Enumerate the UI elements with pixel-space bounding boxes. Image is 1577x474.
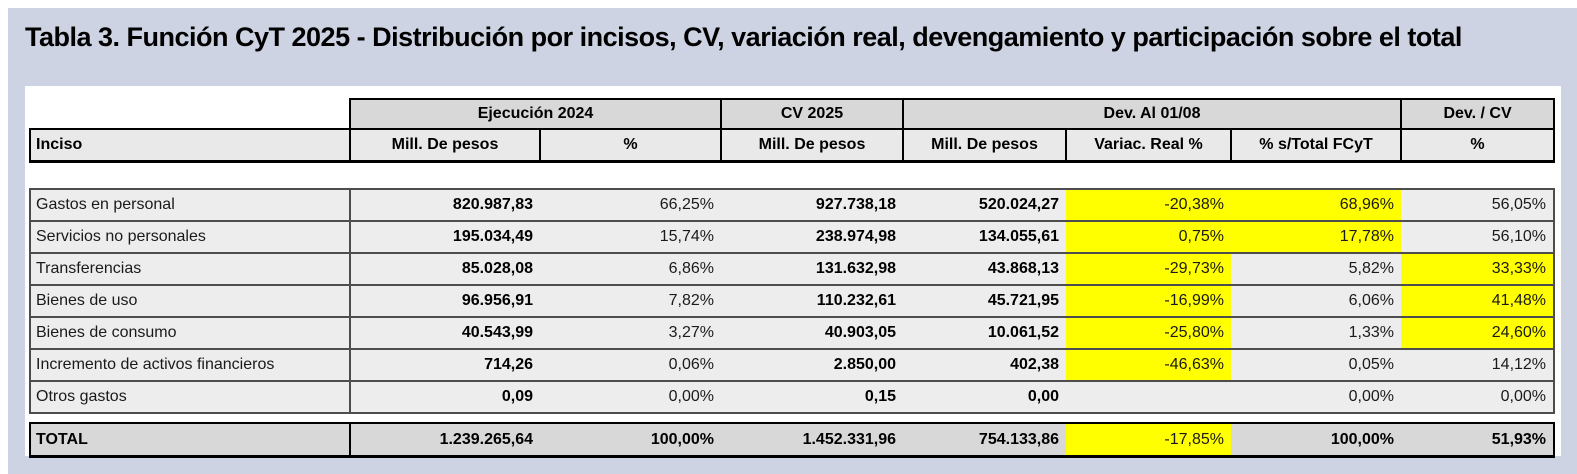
value-cell: [1066, 380, 1231, 414]
table-header: Ejecución 2024 CV 2025 Dev. Al 01/08 Dev…: [29, 98, 1556, 163]
value-cell: 1.452.331,96: [721, 422, 903, 458]
row-label: Incremento de activos financieros: [29, 348, 351, 382]
row-label: Bienes de consumo: [29, 316, 351, 350]
value-cell: 100,00%: [540, 422, 721, 458]
value-cell: 0,00%: [1231, 380, 1402, 414]
value-cell: 15,74%: [540, 220, 721, 254]
value-cell: -17,85%: [1066, 422, 1231, 458]
value-cell: 100,00%: [1231, 422, 1402, 458]
column-header-row: Inciso Mill. De pesos % Mill. De pesos M…: [29, 128, 1556, 163]
value-cell: 134.055,61: [903, 220, 1066, 254]
total-row: TOTAL 1.239.265,64 100,00% 1.452.331,96 754.…: [29, 422, 1556, 458]
value-cell: 43.868,13: [903, 252, 1066, 286]
total-label: TOTAL: [29, 422, 351, 458]
table-body: Gastos en personal 820.987,83 66,25% 927.73…: [29, 188, 1556, 414]
corner-cell: [30, 99, 350, 129]
table-row: Incremento de activos financieros 714,26 0…: [29, 348, 1556, 382]
group-header-dev: Dev. Al 01/08: [901, 98, 1403, 130]
value-cell: 0,00%: [1401, 380, 1556, 414]
value-cell: 45.721,95: [903, 284, 1066, 318]
row-label: Otros gastos: [29, 380, 351, 414]
col-header-cv-mill: Mill. De pesos: [720, 128, 904, 163]
value-cell: 131.632,98: [721, 252, 903, 286]
value-cell: 0,09: [350, 380, 540, 414]
table-row: Bienes de uso 96.956,91 7,82% 110.232,61 45.…: [29, 284, 1556, 318]
value-cell: 0,06%: [540, 348, 721, 382]
value-cell: 927.738,18: [721, 188, 903, 222]
value-cell: 5,82%: [1231, 252, 1402, 286]
row-label: Servicios no personales: [29, 220, 351, 254]
page-title: Tabla 3. Función CyT 2025 - Distribución…: [25, 22, 1462, 52]
value-cell: 238.974,98: [721, 220, 903, 254]
value-cell: 0,75%: [1066, 220, 1231, 254]
value-cell: 820.987,83: [350, 188, 540, 222]
col-header-dev-mill: Mill. De pesos: [902, 128, 1067, 163]
value-cell: -25,80%: [1066, 316, 1231, 350]
spacer-row-2: [30, 413, 1554, 423]
value-cell: -16,99%: [1066, 284, 1231, 318]
value-cell: 1.239.265,64: [350, 422, 540, 458]
value-cell: 85.028,08: [350, 252, 540, 286]
value-cell: 96.956,91: [350, 284, 540, 318]
value-cell: 1,33%: [1231, 316, 1402, 350]
value-cell: 7,82%: [540, 284, 721, 318]
value-cell: -20,38%: [1066, 188, 1231, 222]
value-cell: 0,00: [903, 380, 1066, 414]
value-cell: 66,25%: [540, 188, 721, 222]
col-header-variac: Variac. Real %: [1065, 128, 1232, 163]
table-footer: TOTAL 1.239.265,64 100,00% 1.452.331,96 754.…: [29, 422, 1556, 458]
spacer-cell: [30, 413, 1554, 423]
value-cell: 24,60%: [1401, 316, 1556, 350]
value-cell: 195.034,49: [350, 220, 540, 254]
value-cell: 402,38: [903, 348, 1066, 382]
spacer-cell: [30, 162, 1554, 190]
value-cell: 6,86%: [540, 252, 721, 286]
col-header-ejec-pct: %: [539, 128, 722, 163]
col-header-ejec-mill: Mill. De pesos: [349, 128, 541, 163]
group-header-cv: CV 2025: [720, 98, 904, 130]
value-cell: 0,00%: [540, 380, 721, 414]
table-row: Otros gastos 0,09 0,00% 0,15 0,00 0,00% 0,00%: [29, 380, 1556, 414]
value-cell: 6,06%: [1231, 284, 1402, 318]
table-panel: Ejecución 2024 CV 2025 Dev. Al 01/08 Dev…: [25, 86, 1561, 458]
budget-table: Ejecución 2024 CV 2025 Dev. Al 01/08 Dev…: [29, 98, 1556, 458]
value-cell: -46,63%: [1066, 348, 1231, 382]
value-cell: 68,96%: [1231, 188, 1402, 222]
value-cell: 51,93%: [1401, 422, 1556, 458]
spacer-row: [30, 162, 1554, 190]
value-cell: 714,26: [350, 348, 540, 382]
value-cell: 56,05%: [1401, 188, 1556, 222]
value-cell: 17,78%: [1231, 220, 1402, 254]
value-cell: 3,27%: [540, 316, 721, 350]
value-cell: 56,10%: [1401, 220, 1556, 254]
value-cell: 520.024,27: [903, 188, 1066, 222]
value-cell: 0,15: [721, 380, 903, 414]
value-cell: 2.850,00: [721, 348, 903, 382]
value-cell: 110.232,61: [721, 284, 903, 318]
table-row: Gastos en personal 820.987,83 66,25% 927.73…: [29, 188, 1556, 222]
row-label: Transferencias: [29, 252, 351, 286]
value-cell: 0,05%: [1231, 348, 1402, 382]
value-cell: 754.133,86: [903, 422, 1066, 458]
table-row: Transferencias 85.028,08 6,86% 131.632,98 43…: [29, 252, 1556, 286]
value-cell: 40.903,05: [721, 316, 903, 350]
table-row: Servicios no personales 195.034,49 15,74% 2…: [29, 220, 1556, 254]
value-cell: -29,73%: [1066, 252, 1231, 286]
col-header-s-total: % s/Total FCyT: [1229, 128, 1403, 163]
group-header-row: Ejecución 2024 CV 2025 Dev. Al 01/08 Dev…: [30, 98, 1556, 130]
col-header-inciso: Inciso: [29, 128, 351, 163]
value-cell: 33,33%: [1401, 252, 1556, 286]
value-cell: 14,12%: [1401, 348, 1556, 382]
group-header-ejecucion: Ejecución 2024: [349, 98, 722, 130]
group-header-dev-cv: Dev. / CV: [1400, 98, 1556, 130]
row-label: Gastos en personal: [29, 188, 351, 222]
value-cell: 10.061,52: [903, 316, 1066, 350]
row-label: Bienes de uso: [29, 284, 351, 318]
col-header-dev-cv-pct: %: [1400, 128, 1556, 163]
table-row: Bienes de consumo 40.543,99 3,27% 40.903,05…: [29, 316, 1556, 350]
value-cell: 41,48%: [1401, 284, 1556, 318]
value-cell: 40.543,99: [350, 316, 540, 350]
